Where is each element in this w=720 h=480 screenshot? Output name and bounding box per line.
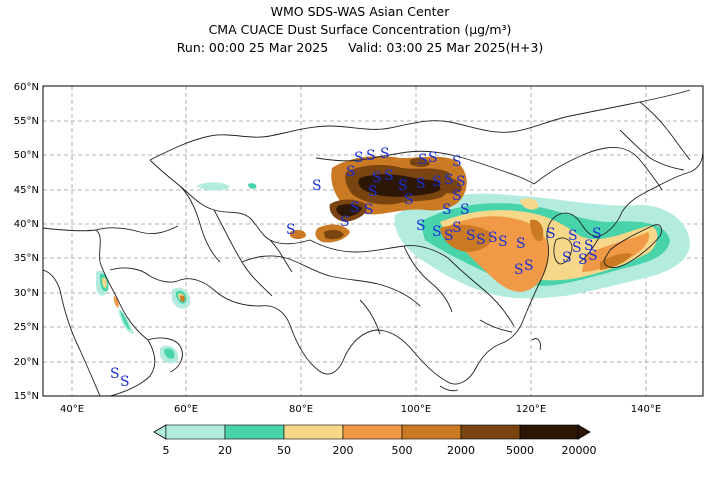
dust-storm-marker: S (380, 146, 390, 162)
dust-storm-marker: S (354, 150, 364, 166)
lon-tick-label: 80°E (289, 404, 313, 415)
dust-storm-marker: S (364, 202, 374, 218)
dust-storm-marker: S (340, 214, 350, 230)
dust-storm-marker: S (546, 226, 556, 242)
dust-storm-marker: S (418, 152, 428, 168)
colorbar-bin (519, 424, 580, 440)
dust-storm-marker: S (120, 374, 130, 390)
lat-tick-label: 45°N (14, 185, 39, 196)
title-line-1: WMO SDS-WAS Asian Center (270, 4, 450, 19)
dust-storm-marker: S (398, 178, 408, 194)
lat-tick-label: 25°N (14, 322, 39, 333)
dust-storm-markers: S S S S S SS S SS S S S SSS SSS S S SS S S S S SS SS SSS S SS SS S… (110, 146, 602, 390)
dust-storm-marker: S (452, 220, 462, 236)
colorbar: 5 20 50 200 500 2000 5000 20000 (153, 424, 597, 457)
colorbar-label: 200 (333, 444, 354, 457)
lon-tick-label: 60°E (174, 404, 198, 415)
dust-storm-marker: S (350, 200, 360, 216)
dust-storm-marker: S (524, 258, 534, 274)
dust-storm-marker: S (476, 232, 486, 248)
dust-storm-marker: S (514, 262, 524, 278)
dust-storm-marker: S (444, 228, 454, 244)
dust-storm-marker: S (488, 230, 498, 246)
lat-tick-label: 55°N (14, 116, 39, 127)
dust-storm-marker: S (444, 172, 454, 188)
dust-storm-marker: S (366, 148, 376, 164)
dust-storm-marker: S (432, 174, 442, 190)
dust-storm-marker: S (568, 228, 578, 244)
lat-tick-label: 30°N (14, 288, 39, 299)
dust-storm-marker: S (372, 170, 382, 186)
colorbar-bin (224, 424, 285, 440)
colorbar-max-arrow (577, 424, 591, 440)
colorbar-label: 50 (277, 444, 291, 457)
lat-tick-label: 60°N (14, 82, 39, 93)
dust-storm-marker: S (346, 164, 356, 180)
dust-storm-marker: S (286, 222, 296, 238)
dust-storm-marker: S (384, 168, 394, 184)
valid-time-label: Valid: 03:00 25 Mar 2025(H+3) (348, 40, 544, 55)
lat-tick-label: 20°N (14, 357, 39, 368)
colorbar-bin (342, 424, 403, 440)
dust-storm-marker: S (466, 228, 476, 244)
dust-storm-marker: S (452, 188, 462, 204)
colorbar-bin (165, 424, 226, 440)
lat-tick-label: 50°N (14, 150, 39, 161)
dust-storm-marker: S (460, 202, 470, 218)
colorbar-bin (283, 424, 344, 440)
colorbar-label: 20000 (562, 444, 597, 457)
title-line-2: CMA CUACE Dust Surface Concentration (μg… (208, 22, 512, 37)
lon-tick-label: 120°E (516, 404, 546, 415)
dust-storm-marker: S (498, 234, 508, 250)
dust-storm-marker: S (588, 248, 598, 264)
dust-storm-marker: S (404, 192, 414, 208)
lat-tick-label: 35°N (14, 253, 39, 264)
dust-storm-marker: S (416, 176, 426, 192)
lon-tick-label: 40°E (60, 404, 84, 415)
colorbar-label: 5000 (506, 444, 534, 457)
lon-tick-label: 100°E (401, 404, 431, 415)
dust-storm-marker: S (428, 150, 438, 166)
dust-storm-marker: S (516, 236, 526, 252)
dust-storm-marker: S (442, 202, 452, 218)
dust-storm-marker: S (312, 178, 322, 194)
lon-tick-label: 140°E (631, 404, 661, 415)
lat-tick-label: 40°N (14, 219, 39, 230)
dust-storm-marker: S (368, 184, 378, 200)
longitude-axis: 40°E 60°E 80°E 100°E 120°E 140°E (60, 404, 661, 415)
colorbar-bin (401, 424, 462, 440)
dust-storm-marker: S (456, 174, 466, 190)
dust-storm-marker: S (584, 238, 594, 254)
coastlines-borders (43, 89, 703, 396)
colorbar-label: 500 (392, 444, 413, 457)
dust-storm-marker: S (416, 218, 426, 234)
dust-storm-marker: S (432, 224, 442, 240)
latitude-axis: 15°N 20°N 25°N 30°N 35°N 40°N 45°N 50°N … (14, 82, 39, 402)
dust-storm-marker: S (572, 240, 582, 256)
run-time-label: Run: 00:00 25 Mar 2025 (176, 40, 329, 55)
map-frame (42, 85, 704, 397)
colorbar-label: 5 (163, 444, 170, 457)
dust-storm-marker: S (110, 366, 120, 382)
colorbar-bin (460, 424, 521, 440)
run-valid-line: Run: 00:00 25 Mar 2025 Valid: 03:00 25 M… (0, 40, 720, 55)
dust-storm-marker: S (452, 154, 462, 170)
colorbar-label: 20 (218, 444, 232, 457)
colorbar-min-arrow (153, 424, 167, 440)
colorbar-label: 2000 (447, 444, 475, 457)
dust-storm-marker: S (592, 226, 602, 242)
lat-tick-label: 15°N (14, 391, 39, 402)
dust-storm-marker: S (578, 252, 588, 268)
dust-storm-marker: S (562, 250, 572, 266)
